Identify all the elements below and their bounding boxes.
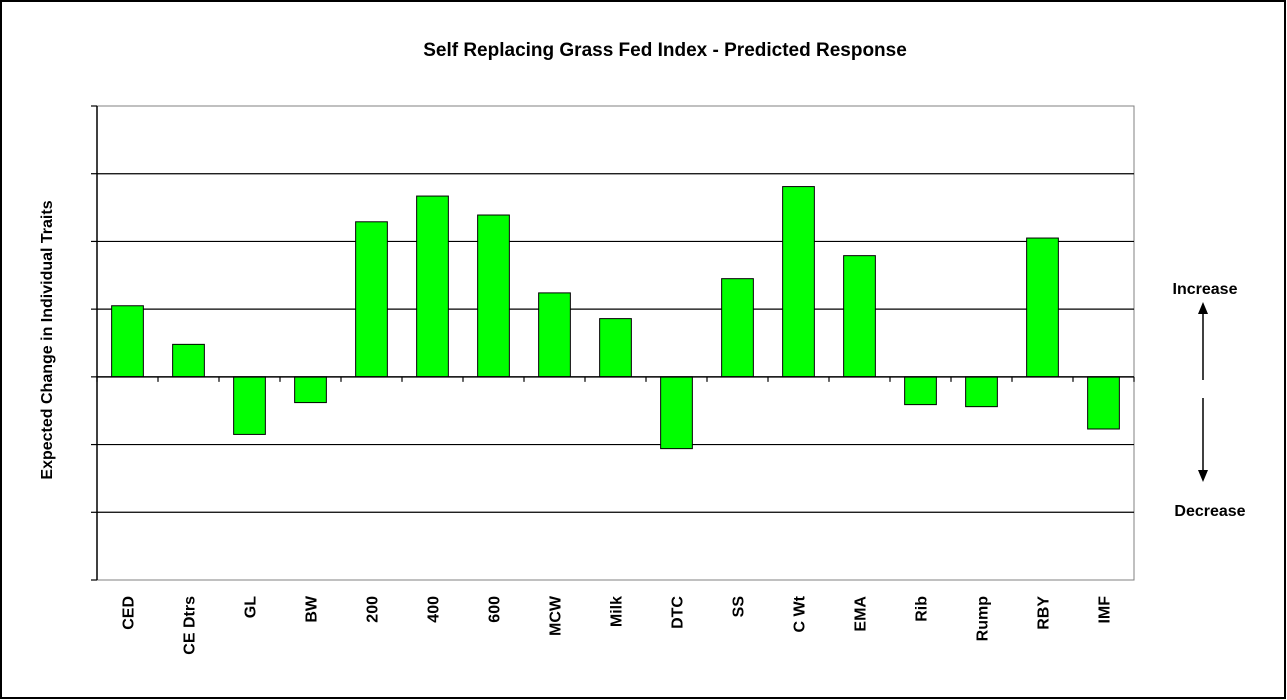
x-tick-label: 200	[365, 596, 382, 623]
chart-title: Self Replacing Grass Fed Index - Predict…	[423, 40, 907, 61]
x-tick-label: 400	[426, 596, 443, 623]
bar-600	[477, 214, 510, 378]
x-tick-label: Milk	[609, 596, 626, 627]
bar-bw	[294, 376, 327, 404]
y-axis-label: Expected Change in Individual Traits	[39, 200, 56, 479]
x-tick-label: DTC	[670, 596, 687, 629]
x-tick-label: GL	[243, 596, 260, 618]
bar-ced	[111, 305, 144, 378]
y-axis-ticks	[91, 105, 97, 581]
x-tick-label: CE Dtrs	[182, 596, 199, 655]
increase-arrowhead	[1198, 302, 1208, 314]
bar-200	[355, 221, 388, 378]
bar-ce-dtrs	[172, 343, 205, 378]
decrease-label: Decrease	[1174, 503, 1245, 520]
bar-ss	[721, 278, 754, 378]
x-tick-label: RBY	[1036, 596, 1053, 630]
x-tick-label: BW	[304, 595, 321, 623]
bars	[111, 186, 1120, 450]
bar-rib	[904, 376, 937, 406]
x-tick-label: SS	[731, 596, 748, 618]
decrease-arrowhead	[1198, 470, 1208, 482]
bar-rump	[965, 376, 998, 408]
bar-dtc	[660, 376, 693, 450]
increase-label: Increase	[1173, 281, 1238, 298]
x-tick-label: C Wt	[792, 595, 809, 632]
bar-milk	[599, 318, 632, 378]
bar-imf	[1087, 376, 1120, 430]
x-axis-ticks	[96, 376, 1135, 382]
bar-gl	[233, 376, 266, 435]
x-tick-label: Rump	[975, 596, 992, 642]
bar-ema	[843, 255, 876, 378]
bar-c-wt	[782, 186, 815, 378]
bar-mcw	[538, 292, 571, 378]
gridlines	[97, 173, 1134, 513]
x-tick-label: CED	[121, 596, 138, 630]
x-tick-label: MCW	[548, 595, 565, 636]
x-tick-label: 600	[487, 596, 504, 623]
x-tick-label: EMA	[853, 596, 870, 632]
x-tick-label: Rib	[914, 596, 931, 622]
bar-rby	[1026, 237, 1059, 378]
bar-400	[416, 195, 449, 378]
x-axis-labels: CED CE Dtrs GL BW 200 400 600 MCW Milk DTC SS C Wt E…	[121, 595, 1114, 655]
x-tick-label: IMF	[1097, 596, 1114, 624]
